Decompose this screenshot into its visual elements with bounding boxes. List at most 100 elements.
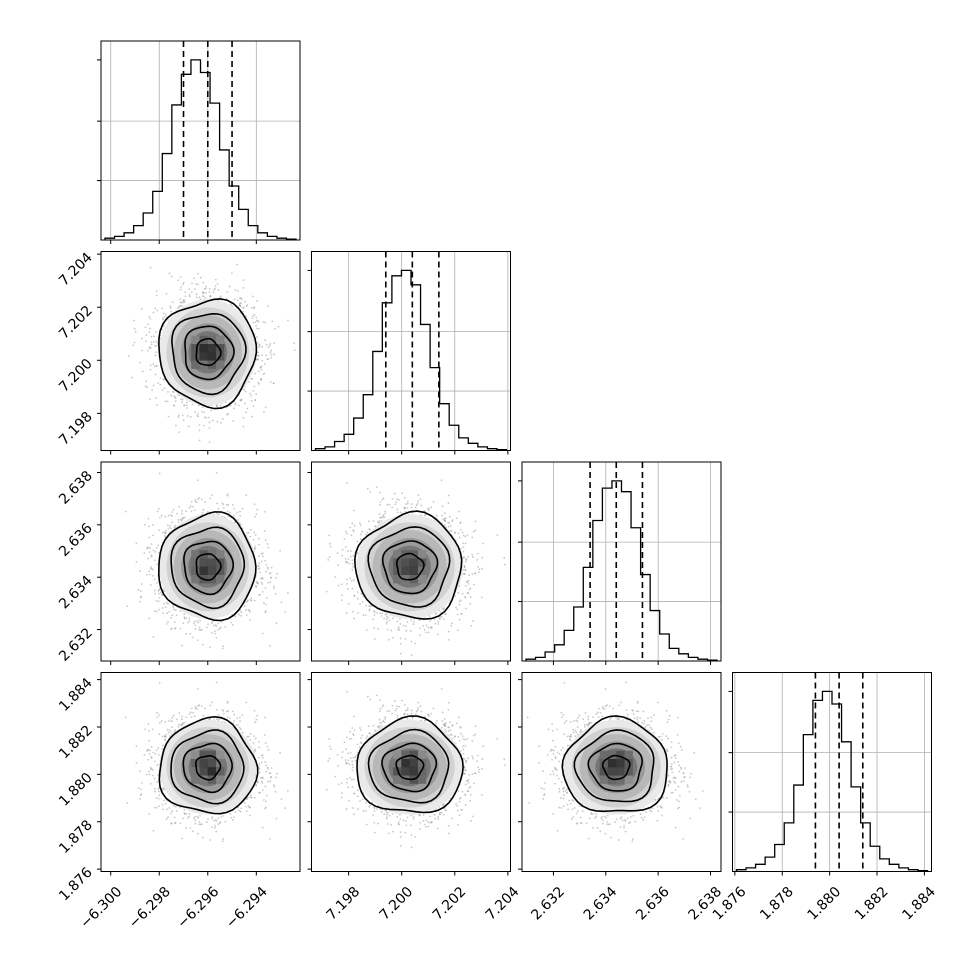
scatter-point [254,748,256,751]
scatter-point [643,816,646,819]
scatter-point [252,389,255,392]
scatter-point [352,579,355,581]
density-block [199,566,208,576]
scatter-point [251,377,254,380]
scatter-point [387,812,389,815]
scatter-point [564,789,567,792]
scatter-point [267,567,269,570]
scatter-point [155,364,158,367]
scatter-point [396,717,399,719]
scatter-point [256,780,259,782]
scatter-point [447,502,450,505]
scatter-point [683,776,686,779]
scatter-point [171,810,174,813]
scatter-point [167,318,169,321]
scatter-point [204,500,206,503]
scatter-point [250,399,253,402]
scatter-point [135,761,138,764]
scatter-point [447,494,450,497]
scatter-point [373,831,376,834]
scatter-point [133,328,136,330]
scatter-point [462,738,465,740]
scatter-point [377,822,379,825]
scatter-point [205,285,207,288]
scatter-point [474,572,477,575]
scatter-point [631,840,634,843]
scatter-point [265,343,268,346]
scatter-point [344,560,347,563]
scatter-point [126,605,129,607]
scatter-point [260,368,263,371]
scatter-point [576,810,579,813]
scatter-point [632,709,634,712]
scatter-point [139,788,142,791]
scatter-point [462,752,465,755]
scatter-point [167,527,170,530]
scatter-point [447,525,450,528]
scatter-point [196,639,199,642]
scatter-point [217,513,220,516]
density-block [393,550,402,559]
scatter-point [190,291,193,294]
scatter-point [152,534,154,537]
scatter-point [159,591,162,594]
scatter-point [464,595,466,598]
scatter-point [150,335,153,338]
scatter-point [350,779,353,781]
scatter-point [560,781,563,783]
scatter-point [677,716,679,719]
scatter-point [249,796,252,799]
scatter-point [386,620,388,623]
contour-0.5sigma [195,553,222,581]
scatter-point [430,712,432,715]
scatter-point [254,547,257,550]
scatter-point [610,836,612,839]
scatter-point [261,781,264,784]
scatter-point [608,823,611,826]
scatter-point [181,837,184,840]
scatter-point [328,738,331,740]
scatter-point [547,728,550,731]
scatter-point [200,498,203,501]
scatter-point [149,368,152,371]
scatter-point [668,714,671,717]
scatter-point [349,757,352,760]
scatter-point [234,404,237,406]
scatter-point [327,558,330,561]
scatter-point [161,389,164,392]
scatter-point [124,716,127,719]
scatter-point [274,327,276,330]
scatter-point [231,272,233,275]
scatter-point [365,533,368,536]
scatter-point [472,782,475,785]
scatter-point [264,761,267,763]
scatter-point [560,711,563,714]
scatter-point [181,414,184,417]
scatter-point [249,598,252,601]
scatter-point [170,616,172,619]
density-block [216,775,225,784]
scatter-point [670,756,673,759]
scatter-point [257,564,260,567]
scatter-point [353,813,355,816]
scatter-point [556,774,558,777]
scatter-point [255,358,258,361]
scatter-point [400,718,403,721]
scatter-point [264,510,266,513]
scatter-point [249,814,251,817]
scatter-point [601,819,604,822]
scatter-point [140,307,143,310]
scatter-point [240,302,242,304]
scatter-point [183,403,186,406]
scatter-point [152,549,155,552]
scatter-point [341,548,344,551]
contour-1.5sigma [367,526,451,608]
scatter-point [353,595,356,597]
scatter-point [192,636,194,639]
scatter-point [251,306,253,309]
scatter-point [151,568,154,571]
scatter-point [174,524,176,527]
scatter-point [229,511,231,514]
scatter-point [201,291,204,294]
scatter-point [156,764,159,767]
